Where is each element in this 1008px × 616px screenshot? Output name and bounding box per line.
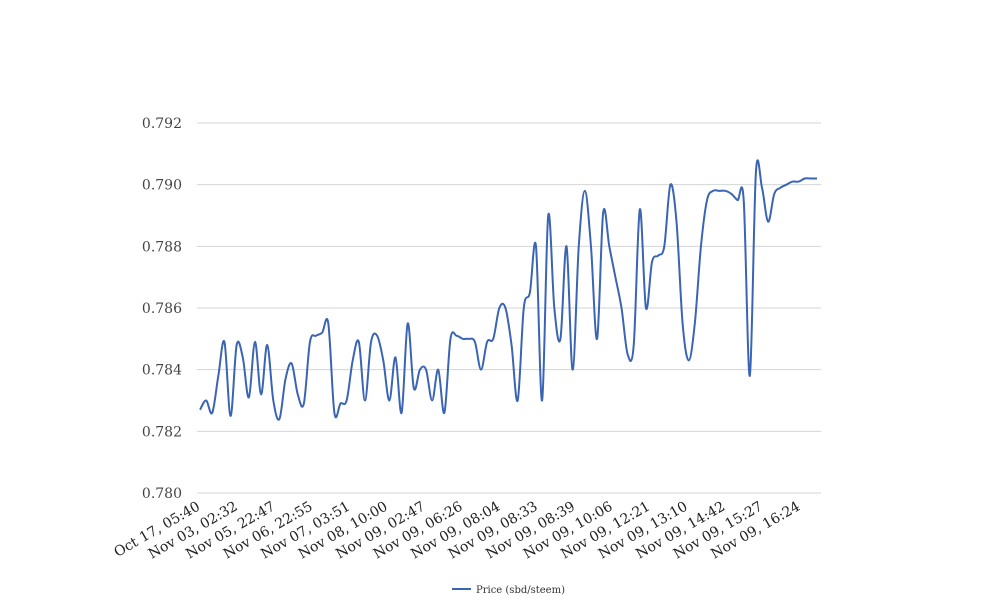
y-tick-label: 0.782 <box>142 424 182 440</box>
y-axis-ticks: 0.780 0.782 0.784 0.786 0.788 0.790 0.792 <box>142 116 182 502</box>
legend[interactable]: Price (sbd/steem) <box>452 585 565 596</box>
y-tick-label: 0.788 <box>142 239 182 255</box>
series-layer <box>199 159 817 421</box>
series-line-price <box>199 159 817 421</box>
y-tick-label: 0.784 <box>142 363 182 379</box>
y-tick-label: 0.790 <box>142 178 182 194</box>
legend-label: Price (sbd/steem) <box>476 585 565 596</box>
gridlines <box>197 122 821 494</box>
y-tick-label: 0.792 <box>142 116 182 132</box>
y-tick-label: 0.780 <box>142 486 182 502</box>
y-tick-label: 0.786 <box>142 301 182 317</box>
